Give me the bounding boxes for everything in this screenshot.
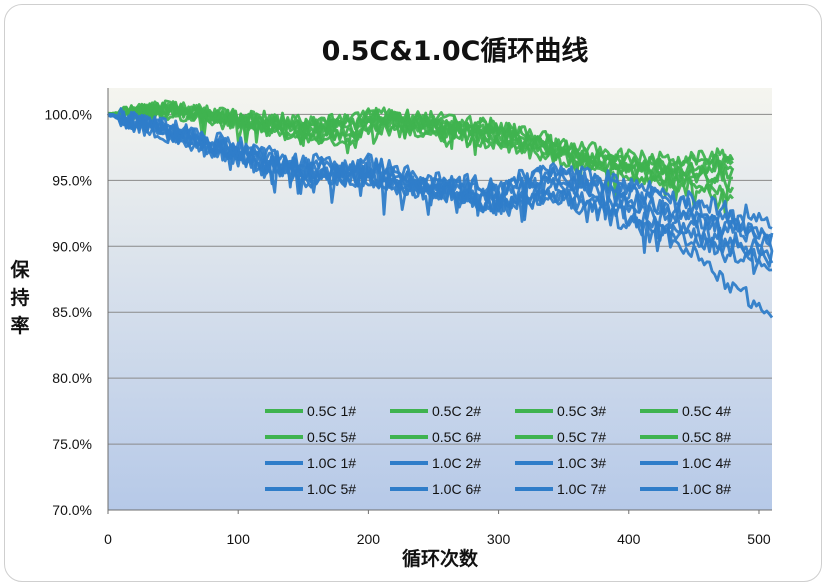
legend-entry: 1.0C 2# [432,455,481,471]
x-tick-label: 0 [104,531,112,547]
y-tick-label: 80.0% [52,370,92,386]
y-tick-label: 95.0% [52,172,92,188]
legend-entry: 0.5C 7# [557,429,606,445]
x-tick-label: 500 [747,531,771,547]
y-tick-label: 90.0% [52,238,92,254]
legend-entry: 0.5C 6# [432,429,481,445]
legend-entry: 0.5C 5# [307,429,356,445]
x-axis-label: 循环次数 [402,547,479,570]
axes [107,88,772,511]
x-tick-label: 100 [227,531,251,547]
legend-entry: 1.0C 6# [432,481,481,497]
legend-entry: 1.0C 8# [682,481,731,497]
legend-entry: 0.5C 2# [432,403,481,419]
legend-entry: 1.0C 5# [307,481,356,497]
series-line-1-0C-8- [107,111,774,268]
tick-labels: 70.0% 75.0% 80.0% 85.0% 90.0% 95.0% 100.0% 0 100… [45,106,771,547]
legend: 0.5C 1# 0.5C 2# 0.5C 3# 0.5C 4# 0.5C 5# 0.5C … [265,403,731,497]
chart-title: 0.5C&1.0C循环曲线 [322,36,589,67]
x-tick-label: 300 [487,531,511,547]
y-tick-label: 70.0% [52,502,92,518]
series-line-0-5C-7- [107,100,734,168]
series-group [106,99,774,319]
y-tick-label: 100.0% [45,106,92,122]
legend-entry: 1.0C 1# [307,455,356,471]
y-axis-label: 保持率 [9,258,30,337]
series-line-0-5C-5- [108,103,735,215]
x-tick-label: 400 [617,531,641,547]
series-line-1-0C-3- [107,107,773,231]
legend-entry: 1.0C 7# [557,481,606,497]
legend-entry: 0.5C 3# [557,403,606,419]
legend-entry: 0.5C 1# [307,403,356,419]
legend-entry: 1.0C 3# [557,455,606,471]
legend-entry: 0.5C 4# [682,403,731,419]
x-tick-label: 200 [357,531,381,547]
plot-area [108,88,772,510]
series-line-0-5C-8- [107,105,735,202]
legend-entry: 1.0C 4# [682,455,731,471]
legend-entry: 0.5C 8# [682,429,731,445]
y-tick-label: 85.0% [52,304,92,320]
y-tick-label: 75.0% [52,436,92,452]
